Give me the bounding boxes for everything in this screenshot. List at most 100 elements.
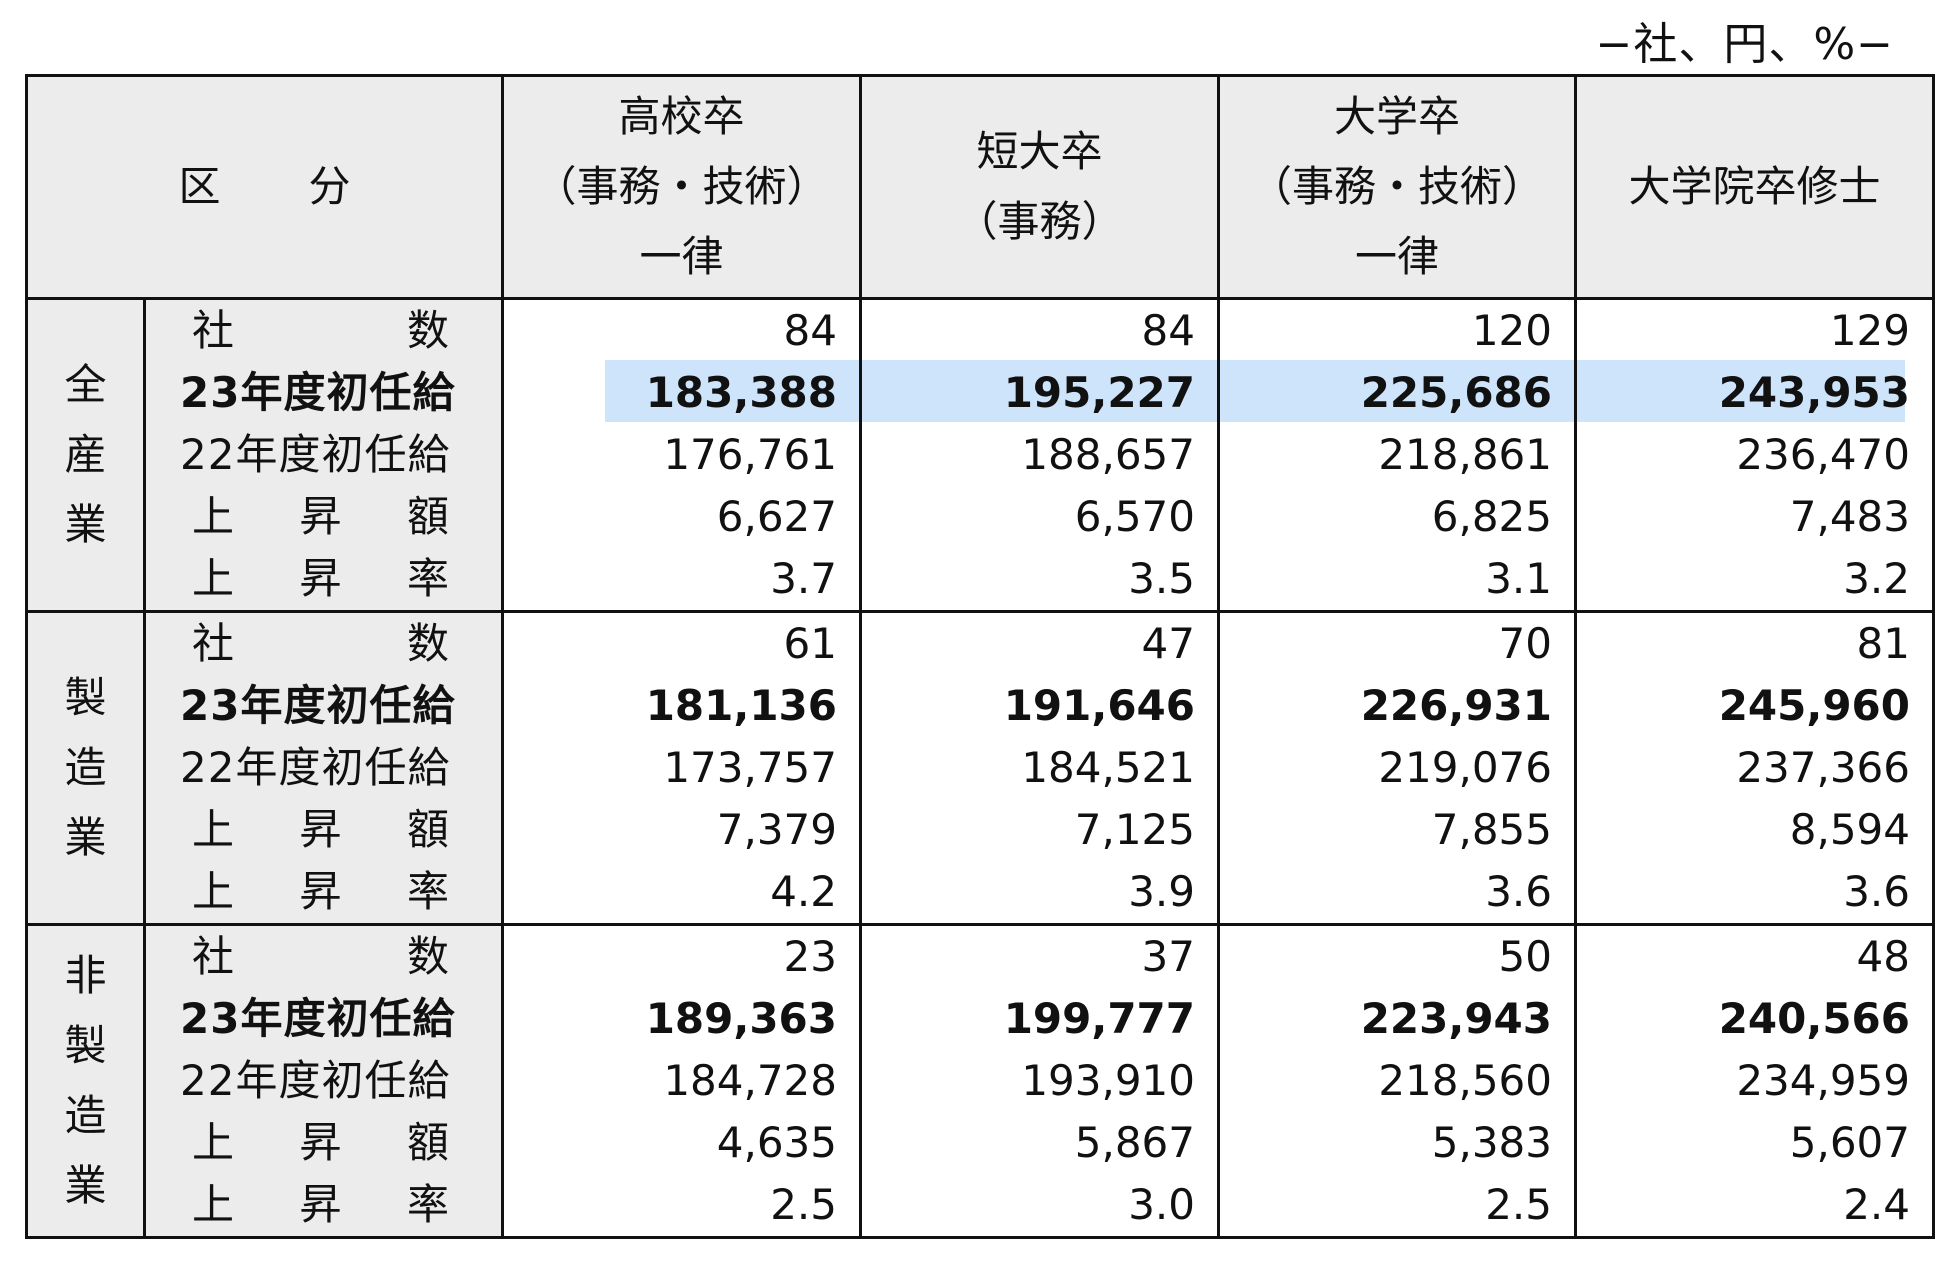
group-label-char: 製 <box>64 673 107 722</box>
cell-salary-22: 236,470 <box>1575 424 1935 486</box>
header-line: （事務・技術） <box>1249 162 1544 211</box>
row-label-increase-amount: 上昇額 <box>144 486 504 548</box>
row-label-companies: 社数 <box>144 924 504 988</box>
cell-salary-23: 183,388 <box>502 362 862 424</box>
row-label-char: 昇 <box>299 1118 343 1167</box>
cell-salary-22: 237,366 <box>1575 737 1935 799</box>
cell-salary-22: 176,761 <box>502 424 862 486</box>
row-label-increase-rate: 上昇率 <box>144 861 504 926</box>
cell-salary-23: 189,363 <box>502 988 862 1050</box>
cell-salary-23: 191,646 <box>860 675 1220 737</box>
cell-salary-22: 219,076 <box>1218 737 1577 799</box>
table-row: 製造業社数 61 47 70 81 <box>25 610 1935 926</box>
cell-companies: 47 <box>860 611 1220 675</box>
cell-companies: 70 <box>1218 611 1577 675</box>
row-label-char: 率 <box>406 554 450 603</box>
group-label-char: 産 <box>64 430 107 479</box>
cell-increase-amount: 6,570 <box>860 486 1220 548</box>
row-label-companies: 社数 <box>144 611 504 675</box>
table-row: 上 昇 率 3.7 3.5 3.1 3.2 <box>27 548 1935 613</box>
cell-increase-rate: 2.5 <box>1218 1174 1577 1239</box>
row-label-char: 昇 <box>299 1180 343 1229</box>
cell-companies: 129 <box>1575 298 1935 362</box>
header-line: 大学卒 <box>1333 92 1460 141</box>
group-label-char: 全 <box>64 360 107 409</box>
row-label-char: 社 <box>192 932 236 981</box>
header-line: 一律 <box>639 232 724 281</box>
header-line: 大学院卒修士 <box>1628 162 1881 211</box>
row-label-salary-23: 23年度初任給 <box>144 988 504 1050</box>
header-university: 大学卒 （事務・技術） 一律 <box>1217 74 1577 300</box>
cell-companies: 50 <box>1218 924 1577 988</box>
cell-salary-22: 234,959 <box>1575 1050 1935 1112</box>
row-label-char: 上 <box>192 805 236 854</box>
row-label-increase-amount: 上昇額 <box>144 799 504 861</box>
header-line: （事務） <box>955 197 1124 246</box>
header-line: 高校卒 <box>618 92 745 141</box>
cell-companies: 48 <box>1575 924 1935 988</box>
cell-increase-amount: 7,483 <box>1575 486 1935 548</box>
row-label-char: 上 <box>192 492 236 541</box>
cell-increase-amount: 8,594 <box>1575 799 1935 861</box>
cell-increase-rate: 3.7 <box>502 548 862 613</box>
row-label-increase-amount: 上昇額 <box>144 1112 504 1174</box>
header-junior-college: 短大卒 （事務） <box>859 74 1220 300</box>
group-label-char: 業 <box>64 1161 107 1210</box>
cell-companies: 84 <box>860 298 1220 362</box>
cell-increase-amount: 7,379 <box>502 799 862 861</box>
row-label-char: 数 <box>406 619 450 668</box>
cell-increase-amount: 6,627 <box>502 486 862 548</box>
cell-salary-22: 218,861 <box>1218 424 1577 486</box>
cell-companies: 37 <box>860 924 1220 988</box>
cell-increase-rate: 2.4 <box>1575 1174 1935 1239</box>
cell-salary-22: 188,657 <box>860 424 1220 486</box>
header-kubun-2: 分 <box>308 162 351 211</box>
table-row: 上昇率 4.2 3.9 3.6 3.6 <box>27 861 1935 926</box>
header-line: 一律 <box>1354 232 1439 281</box>
cell-increase-rate: 3.6 <box>1575 861 1935 926</box>
table-row: 23年度初任給 183,388 195,227 225,686 243,953 <box>27 362 1935 424</box>
cell-salary-23: 240,566 <box>1575 988 1935 1050</box>
cell-increase-rate: 2.5 <box>502 1174 862 1239</box>
group-label-char: 業 <box>64 813 107 862</box>
cell-salary-23: 225,686 <box>1218 362 1577 424</box>
row-label-salary-23: 23年度初任給 <box>144 675 504 737</box>
cell-salary-22: 184,728 <box>502 1050 862 1112</box>
cell-increase-amount: 4,635 <box>502 1112 862 1174</box>
cell-increase-amount: 5,607 <box>1575 1112 1935 1174</box>
group-label: 全産業 <box>25 297 146 613</box>
row-label-salary-22: 22年度初任給 <box>144 737 504 799</box>
row-label-char: 上 <box>192 554 236 603</box>
table-row: 全産業社数 84 84 120 129 <box>25 297 1935 613</box>
cell-companies: 120 <box>1218 298 1577 362</box>
row-label-char: 数 <box>406 306 450 355</box>
row-label-char: 上 <box>192 1118 236 1167</box>
row-label-salary-23: 23年度初任給 <box>144 362 504 424</box>
cell-companies: 81 <box>1575 611 1935 675</box>
group-label-char: 製 <box>64 1021 107 1070</box>
cell-increase-rate: 3.1 <box>1218 548 1577 613</box>
row-label-companies: 社数 <box>144 298 504 362</box>
cell-companies: 84 <box>502 298 862 362</box>
group-label-char: 非 <box>64 951 107 1000</box>
row-label-char: 上 <box>192 1180 236 1229</box>
group-label-char: 業 <box>64 500 107 549</box>
row-label-increase-rate: 上昇率 <box>144 1174 504 1239</box>
header-line: （事務・技術） <box>534 162 829 211</box>
table-row: 上 昇 額 6,627 6,570 6,825 7,483 <box>27 486 1935 548</box>
table-row: 22年度初任給 184,728 193,910 218,560 234,959 <box>27 1050 1935 1112</box>
row-label-char: 額 <box>406 1118 450 1167</box>
cell-increase-amount: 7,855 <box>1218 799 1577 861</box>
table-row: 上昇率 2.5 3.0 2.5 2.4 <box>27 1174 1935 1239</box>
cell-salary-23: 243,953 <box>1575 362 1935 424</box>
table-row: 22年度初任給 173,757 184,521 219,076 237,366 <box>27 737 1935 799</box>
row-label-char: 社 <box>192 619 236 668</box>
row-label-char: 昇 <box>299 805 343 854</box>
table-row: 22年度初任給 176,761 188,657 218,861 236,470 <box>27 424 1935 486</box>
cell-increase-rate: 3.6 <box>1218 861 1577 926</box>
group-label-char: 造 <box>64 1091 107 1140</box>
table-row: 上 昇 額 4,635 5,867 5,383 5,607 <box>27 1112 1935 1174</box>
cell-increase-rate: 4.2 <box>502 861 862 926</box>
cell-salary-22: 218,560 <box>1218 1050 1577 1112</box>
cell-salary-23: 226,931 <box>1218 675 1577 737</box>
